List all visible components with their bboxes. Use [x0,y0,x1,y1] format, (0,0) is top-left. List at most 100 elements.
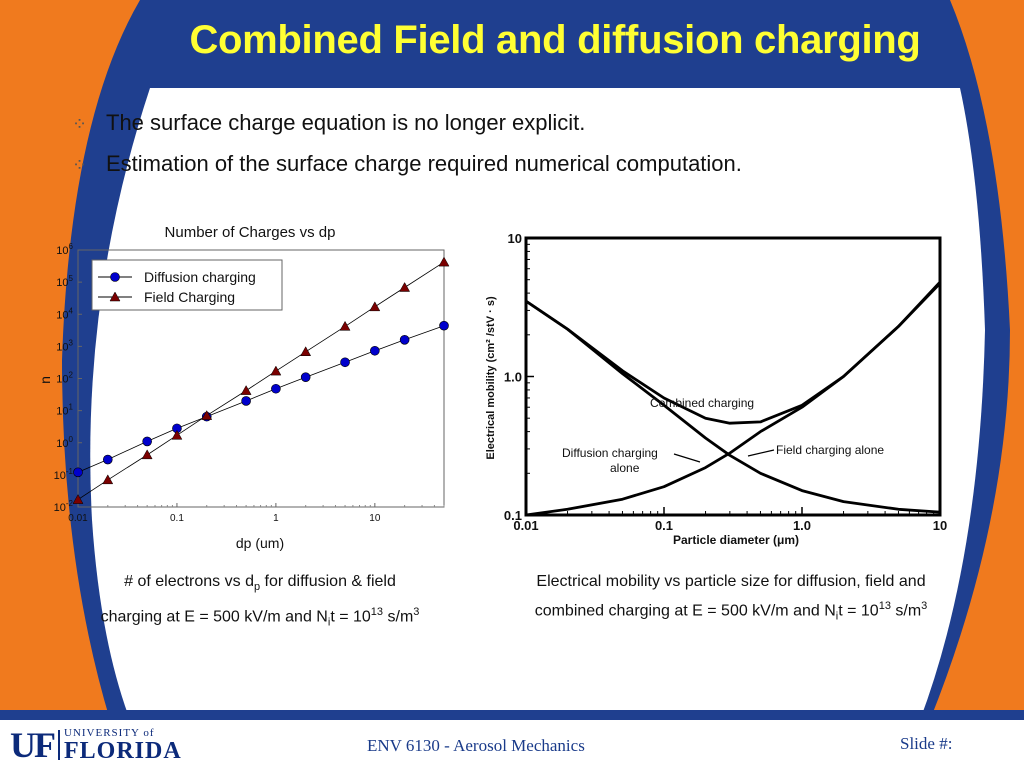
caption-left: # of electrons vs dp for diffusion & fie… [40,569,480,636]
diffusion-point [399,335,410,345]
chart2-ylabel: Electrical mobility (cm² /stV · s) [485,296,497,460]
field-point [300,346,312,357]
chart1-xtick-label: 0.1 [170,513,184,524]
field-point [141,449,153,460]
chart1-series-line-1 [77,261,445,500]
chart1-ytick-label: 100 [56,435,73,450]
diffusion-point [439,320,449,331]
caption-left-l2sup: 13 [370,606,384,619]
bullet-1-text: The surface charge equation is no longer… [106,110,586,135]
chart2-ytick-label: 10 [508,231,522,246]
field-point [171,429,183,440]
caption-right-l2c: s/m [890,602,922,620]
chart2-xtick-label: 1.0 [793,518,811,533]
bullet-1: ⁘ The surface charge equation is no longe… [72,110,585,136]
chart1-xtick-label: 0.01 [68,513,88,524]
field-point [270,365,282,376]
field-point [240,385,252,395]
field-point [339,320,351,331]
arrow-diffusion [673,453,701,463]
bullet-2-text: Estimation of the surface charge require… [106,151,742,176]
chart1-ytick-label: 101 [56,403,73,418]
bullet-2: ⁘ Estimation of the surface charge requir… [72,151,742,177]
chart2-ytick-label: 0.1 [504,508,522,523]
caption-left-l1sub: p [253,581,261,594]
legend-diffusion-marker [110,272,120,282]
chart2-curve-2 [525,282,942,517]
orange-swoosh-left [0,0,140,720]
caption-right-l2sup2: 3 [921,600,928,612]
chart1-ylabel: n [40,376,53,384]
chart2-xtick-label: 0.1 [655,518,673,533]
chart1-series-line-0 [77,325,445,473]
chart2-plot-frame [524,236,942,517]
field-point [201,410,213,420]
chart1-ytick-label: 10-2 [54,499,74,514]
chart1-ytick-label: 104 [56,306,73,321]
arrow-field [747,449,775,457]
diffusion-point [271,383,281,394]
footer-bar [0,720,1024,768]
diffusion-point [340,357,350,368]
chart1-ytick-label: 102 [56,371,73,386]
field-point [72,494,84,504]
diffusion-point [102,454,113,465]
annotation-alone: alone [610,461,640,475]
bullet-sparkle-icon: ⁘ [72,155,88,175]
content-panel [90,88,985,720]
caption-left-l2a: charging at E = 500 kV/m and N [100,608,328,626]
diffusion-point [73,467,83,478]
caption-left-l1b: for diffusion & field [260,573,396,590]
diffusion-point [241,396,251,406]
chart1-title: Number of Charges vs dp [165,224,336,241]
legend-field-label: Field Charging [144,289,235,305]
caption-left-l2sub: i [327,616,331,629]
orange-swoosh-right [930,0,1024,720]
chart1-legend: Diffusion charging Field Charging [91,259,283,311]
annotation-combined: Combined charging [650,396,754,410]
logo-university: UNIVERSITY of [64,726,155,739]
caption-left-l2b: t = 10 [330,608,371,626]
caption-left-l2c: s/m [383,608,414,626]
chart1-xtick-label: 10 [369,513,381,524]
chart1-xlabel: dp (um) [236,535,284,551]
slide-title: Combined Field and diffusion charging [189,18,921,62]
legend-diffusion-label: Diffusion charging [144,269,256,285]
caption-right: Electrical mobility vs particle size for… [476,569,986,630]
footer-slide-number: Slide #: [900,734,953,753]
caption-right-l2sub: i [835,610,839,623]
bullet-sparkle-icon: ⁘ [72,114,88,134]
logo-words: UNIVERSITY of FLORIDA [64,726,182,764]
field-point [102,474,114,485]
footer-course: ENV 6130 - Aerosol Mechanics [367,736,585,755]
chart1-ytick-label: 105 [56,274,73,289]
field-point [399,281,411,292]
caption-right-l2b: t = 10 [838,602,879,620]
chart2-ytick-label: 1.0 [504,370,522,385]
field-point [438,256,450,267]
logo-florida: FLORIDA [64,737,182,764]
field-point [369,301,381,312]
logo-divider [58,730,60,760]
chart2-xtick-label: 0.01 [513,518,538,533]
chart2-curve-1 [525,299,941,514]
annotation-field: Field charging alone [776,443,884,457]
caption-left-l1a: # of electrons vs d [124,573,254,590]
uf-logo: UF UNIVERSITY of FLORIDA [10,725,182,765]
diffusion-point [370,345,380,356]
chart1-ytick-label: 10-1 [54,467,74,482]
caption-right-l2sup: 13 [878,600,891,612]
annotation-diffusion: Diffusion charging [562,446,658,460]
chart1-xtick-label: 1 [273,513,279,524]
uf-logo-mark: UF [10,725,56,765]
caption-right-l1: Electrical mobility vs particle size for… [536,573,926,590]
caption-left-l2sup2: 3 [413,606,420,619]
charges-vs-dp-chart: Number of Charges vs dp dp (um) n 10-210… [40,224,450,551]
legend-field-marker [109,291,121,302]
diffusion-point [142,436,152,447]
diffusion-point [300,372,311,382]
caption-right-l2a: combined charging at E = 500 kV/m and N [534,602,836,620]
chart2-xlabel: Particle diameter (μm) [673,533,799,547]
